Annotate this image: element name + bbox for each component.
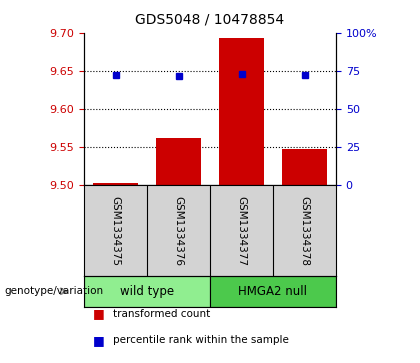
Text: ■: ■ — [92, 307, 104, 321]
Bar — [220, 38, 264, 185]
Bar — [84, 276, 210, 307]
Text: percentile rank within the sample: percentile rank within the sample — [113, 335, 289, 345]
Text: GDS5048 / 10478854: GDS5048 / 10478854 — [135, 13, 285, 27]
Text: transformed count: transformed count — [113, 309, 211, 319]
Bar — [210, 276, 336, 307]
Text: wild type: wild type — [120, 285, 174, 298]
Bar — [94, 183, 138, 185]
Text: genotype/variation: genotype/variation — [4, 286, 103, 296]
Text: GSM1334375: GSM1334375 — [110, 196, 121, 265]
Text: HMGA2 null: HMGA2 null — [239, 285, 307, 298]
Text: GSM1334376: GSM1334376 — [173, 196, 184, 265]
Text: GSM1334378: GSM1334378 — [299, 196, 310, 265]
Bar — [156, 138, 201, 185]
Text: ■: ■ — [92, 334, 104, 347]
Text: GSM1334377: GSM1334377 — [236, 196, 247, 265]
Bar — [282, 148, 327, 185]
